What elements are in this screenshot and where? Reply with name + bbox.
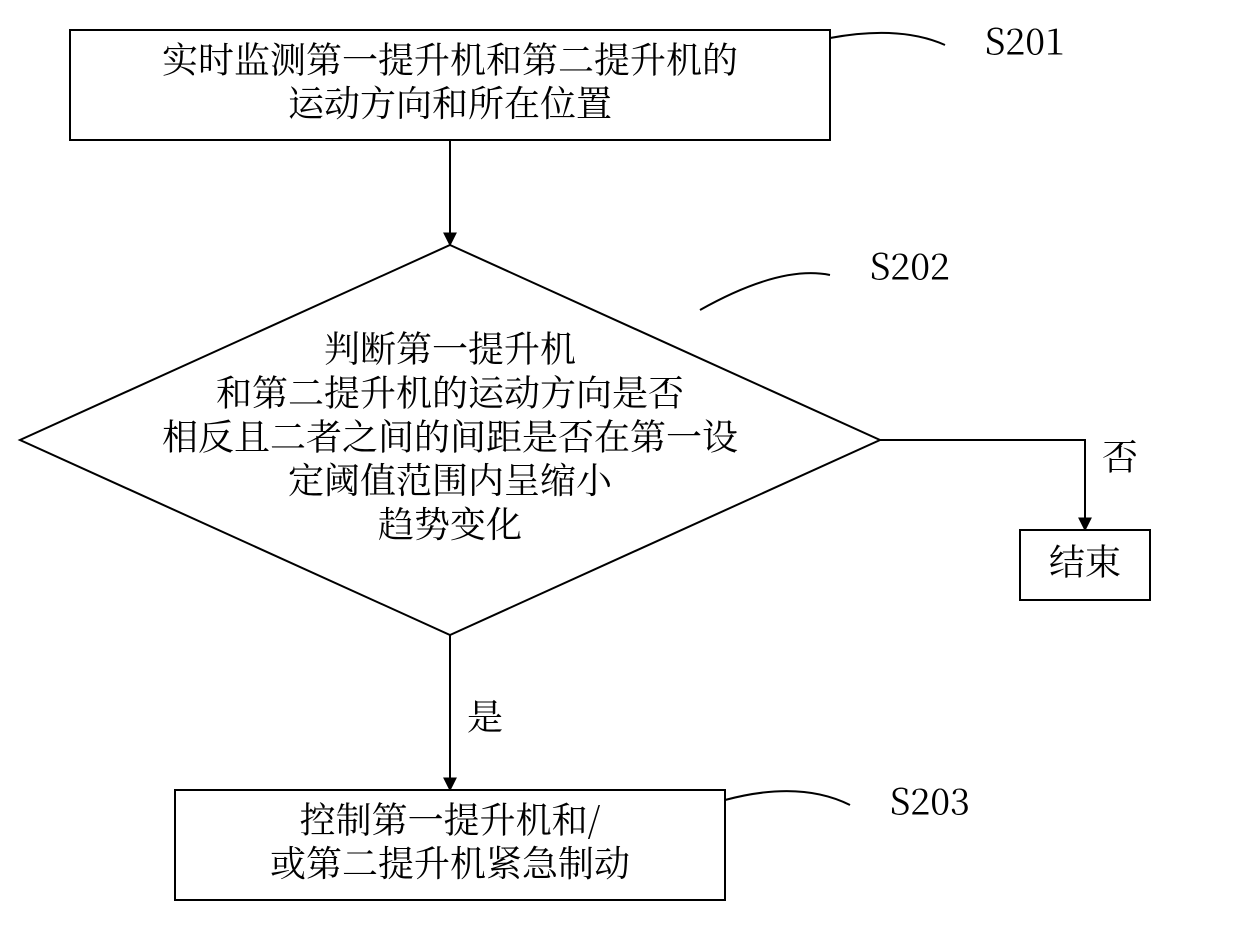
step-label-s203: S203 [890, 774, 970, 825]
node-s201-text: 运动方向和所在位置 [288, 76, 612, 127]
step-label-s201: S201 [985, 14, 1065, 65]
node-s201: 实时监测第一提升机和第二提升机的运动方向和所在位置 [70, 30, 830, 140]
edge-2 [880, 440, 1085, 530]
leader-s202 [700, 273, 830, 310]
node-end: 结束 [1020, 530, 1150, 600]
leader-s203 [725, 791, 850, 805]
step-label-s202: S202 [870, 239, 950, 290]
node-s202-text: 趋势变化 [378, 497, 522, 548]
node-end-text: 结束 [1049, 534, 1121, 585]
node-s203-text: 或第二提升机紧急制动 [270, 836, 630, 887]
leader-s201 [830, 33, 945, 45]
node-s203: 控制第一提升机和/或第二提升机紧急制动 [175, 790, 725, 900]
edge-label-2: 否 [1102, 429, 1138, 480]
node-s202: 判断第一提升机和第二提升机的运动方向是否相反且二者之间的间距是否在第一设定阈值范… [20, 245, 880, 635]
edge-label-1: 是 [467, 689, 503, 740]
